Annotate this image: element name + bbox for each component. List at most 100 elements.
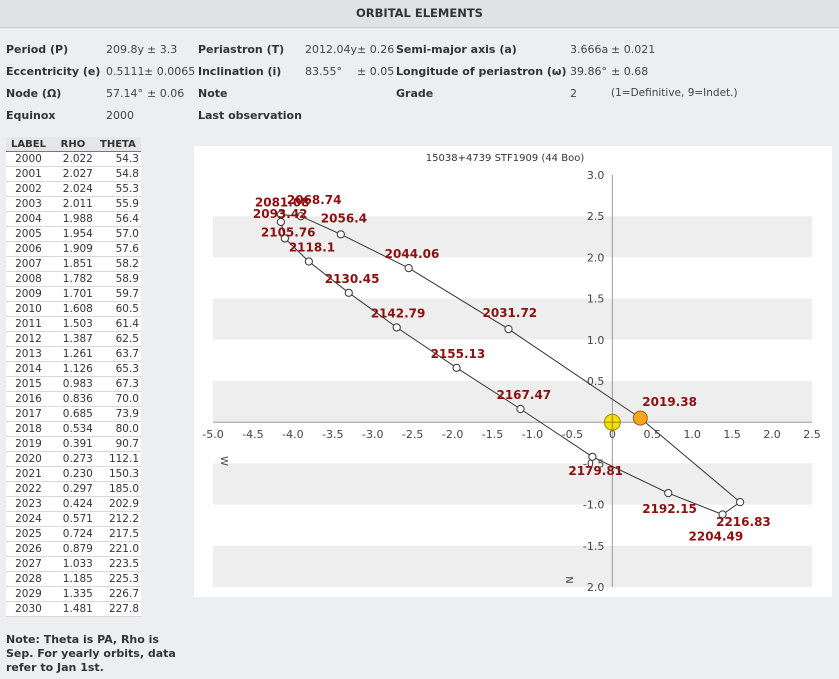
eccentricity-error: ± 0.0065 [144, 65, 196, 78]
cell-label: 2007 [6, 256, 51, 272]
y-tick-label: -1.5 [583, 540, 604, 553]
cell-rho: 1.988 [51, 211, 95, 227]
cell-rho: 2.022 [51, 151, 95, 167]
cell-label: 2008 [6, 271, 51, 287]
cell-label: 2003 [6, 196, 51, 212]
cell-rho: 2.011 [51, 196, 95, 212]
cell-theta: 212.2 [94, 511, 141, 527]
orbit-point [664, 488, 673, 498]
cell-label: 2027 [6, 556, 51, 572]
cell-theta: 55.9 [94, 196, 141, 212]
cell-label: 2000 [6, 151, 51, 167]
x-tick-label: -2.5 [402, 428, 423, 441]
orbit-label: 2192.15 [642, 502, 697, 516]
table-row: 2017 0.685 73.9 [6, 406, 141, 422]
cell-rho: 0.391 [51, 436, 95, 452]
cell-theta: 225.3 [94, 571, 141, 587]
grade-explain: (1=Definitive, 9=Indet.) [611, 87, 738, 99]
cell-rho: 1.782 [51, 271, 95, 287]
cell-theta: 60.5 [94, 301, 141, 317]
cell-theta: 202.9 [94, 496, 141, 512]
cell-label: 2028 [6, 571, 51, 587]
period-value: 209.8y [106, 43, 145, 56]
longitude-value: 39.86° [570, 65, 607, 78]
cell-rho: 0.836 [51, 391, 95, 407]
periastron-value: 2012.04y [305, 43, 357, 56]
table-row: 2028 1.185 225.3 [6, 571, 141, 587]
grid-band [213, 257, 812, 299]
cell-label: 2001 [6, 166, 51, 182]
x-tick-label: -3.5 [322, 428, 343, 441]
semimajor-error: ± 0.021 [611, 43, 656, 56]
cell-theta: 55.3 [94, 181, 141, 197]
cell-rho: 0.724 [51, 526, 95, 542]
cell-label: 2013 [6, 346, 51, 362]
cell-theta: 227.8 [94, 601, 141, 617]
table-row: 2008 1.782 58.9 [6, 271, 141, 287]
orbit-label: 2216.83 [716, 515, 771, 529]
cell-theta: 61.4 [94, 316, 141, 332]
grid-band [213, 298, 812, 340]
table-row: 2006 1.909 57.6 [6, 241, 141, 257]
cell-theta: 73.9 [94, 406, 141, 422]
orbit-point [344, 288, 353, 297]
cell-label: 2016 [6, 391, 51, 407]
orbit-label: 2155.13 [431, 347, 486, 361]
semimajor-label: Semi-major axis (a) [396, 43, 517, 56]
y-axis-label: N [563, 576, 574, 583]
cell-rho: 1.503 [51, 316, 95, 332]
table-row: 2012 1.387 62.5 [6, 331, 141, 347]
table-row: 2029 1.335 226.7 [6, 586, 141, 602]
y-tick-label: -1.0 [583, 499, 604, 512]
orbit-point [516, 404, 525, 414]
cell-theta: 54.3 [94, 151, 141, 167]
cell-label: 2011 [6, 316, 51, 332]
table-row: 2002 2.024 55.3 [6, 181, 141, 197]
cell-theta: 223.5 [94, 556, 141, 572]
table-row: 2018 0.534 80.0 [6, 421, 141, 437]
equinox-label: Equinox [6, 109, 56, 122]
orbit-point [736, 498, 745, 507]
last-observation-label: Last observation [198, 109, 302, 122]
cell-rho: 1.909 [51, 241, 95, 257]
x-tick-label: 0.5 [644, 428, 662, 441]
cell-rho: 1.185 [51, 571, 95, 587]
cell-label: 2024 [6, 511, 51, 527]
orbit-label: 2179.81 [568, 464, 623, 478]
grid-band [213, 381, 812, 423]
x-axis-label: W [218, 456, 229, 466]
x-tick-label: 0 [609, 428, 616, 441]
table-row: 2027 1.033 223.5 [6, 556, 141, 572]
cell-rho: 1.261 [51, 346, 95, 362]
orbit-point [280, 234, 289, 243]
grid-band [213, 422, 812, 464]
table-row: 2022 0.297 185.0 [6, 481, 141, 497]
y-tick-label: 1.5 [587, 293, 605, 306]
periastron-label: Periastron (T) [198, 43, 285, 56]
cell-label: 2022 [6, 481, 51, 497]
note-label: Note [198, 87, 228, 100]
table-row: 2001 2.027 54.8 [6, 166, 141, 182]
cell-theta: 59.7 [94, 286, 141, 302]
cell-label: 2017 [6, 406, 51, 422]
cell-label: 2030 [6, 601, 51, 617]
cell-theta: 217.5 [94, 526, 141, 542]
cell-rho: 2.027 [51, 166, 95, 182]
grid-band [213, 175, 812, 217]
orbit-chart: -5.0 -4.5 -4.0 -3.5 -3.0 -2.5 -2.0 -1.5 -1.0 -0.5… [202, 153, 820, 594]
table-row: 2026 0.879 221.0 [6, 541, 141, 557]
y-tick-label: 2.0 [587, 581, 605, 594]
x-tick-label: -5.0 [202, 428, 223, 441]
cell-rho: 1.701 [51, 286, 95, 302]
cell-theta: 226.7 [94, 586, 141, 602]
cell-rho: 1.954 [51, 226, 95, 242]
orbit-label: 2056.4 [321, 211, 367, 225]
cell-label: 2004 [6, 211, 51, 227]
node-value: 57.14° [106, 87, 143, 100]
cell-theta: 62.5 [94, 331, 141, 347]
cell-theta: 54.8 [94, 166, 141, 182]
periastron-error: ± 0.26 [357, 43, 395, 56]
secondary-star-current [632, 410, 648, 426]
cell-label: 2018 [6, 421, 51, 437]
orbit-label: 2044.06 [385, 247, 440, 261]
